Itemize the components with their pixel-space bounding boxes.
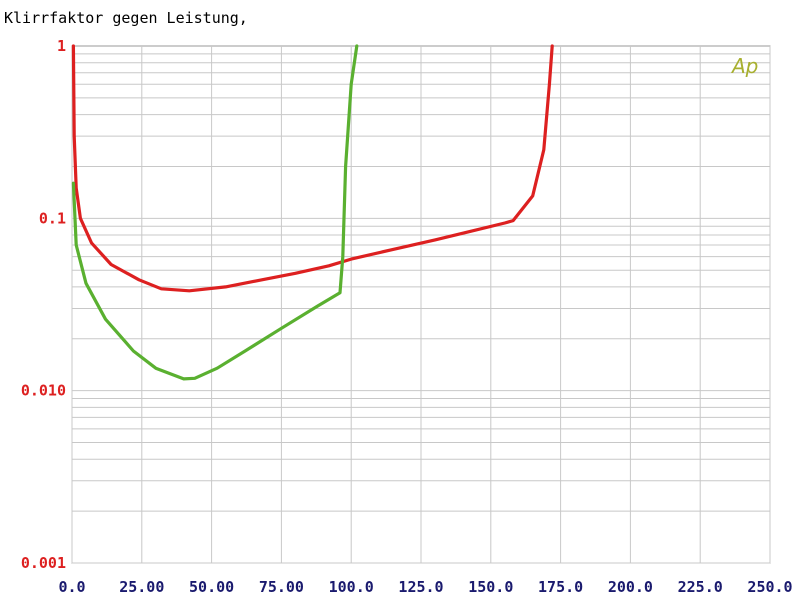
x-tick-label: 100.0 — [329, 578, 374, 596]
x-tick-label: 200.0 — [608, 578, 653, 596]
x-tick-label: 25.00 — [119, 578, 164, 596]
ap-logo: Ap — [730, 54, 758, 78]
x-tick-label: 225.0 — [678, 578, 723, 596]
x-tick-label: 50.00 — [189, 578, 234, 596]
y-tick-label: 0.010 — [21, 382, 66, 400]
x-tick-label: 0.0 — [58, 578, 85, 596]
y-tick-label: 0.1 — [39, 209, 66, 227]
grid — [71, 46, 771, 564]
x-tick-labels: 0.0 25.00 50.00 75.00 100.0 125.0 150.0 175.0 20… — [58, 578, 792, 596]
x-tick-label: 150.0 — [468, 578, 513, 596]
y-tick-label: 1 — [57, 37, 66, 55]
series-group — [71, 44, 554, 381]
x-tick-label: 125.0 — [398, 578, 443, 596]
series-line-2 — [71, 44, 359, 381]
x-tick-label: 175.0 — [538, 578, 583, 596]
series-line-1 — [71, 44, 554, 293]
chart-title: Klirrfaktor gegen Leistung, — [4, 9, 248, 27]
x-tick-label: 250.0 — [747, 578, 792, 596]
y-tick-labels: 1 0.1 0.010 0.001 — [21, 37, 66, 572]
x-tick-label: 75.00 — [259, 578, 304, 596]
y-tick-label: 0.001 — [21, 554, 66, 572]
